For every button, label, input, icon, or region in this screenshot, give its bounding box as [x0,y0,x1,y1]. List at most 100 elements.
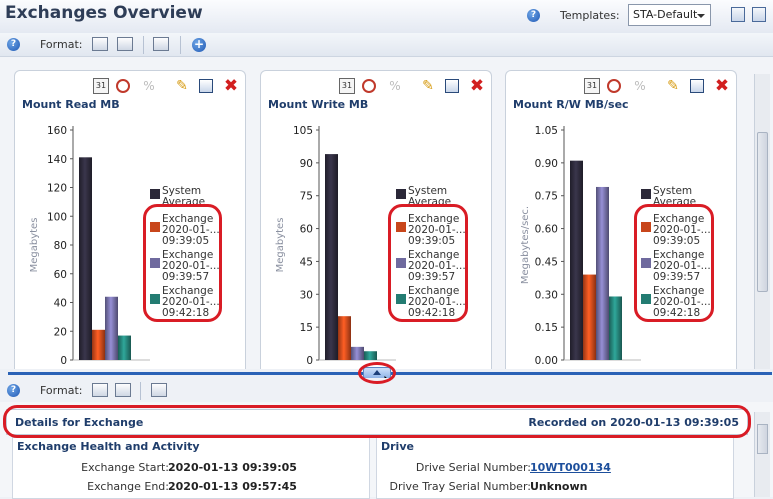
edit-icon[interactable]: ✎ [176,78,188,94]
y-tick-label: 20 [54,326,67,338]
clock-icon[interactable] [116,79,130,93]
bar[interactable] [92,329,105,360]
help-icon[interactable]: ? [7,38,20,51]
maximize-icon[interactable] [199,79,213,93]
y-tick-label: 0.00 [535,355,558,367]
legend-label: Exchange [408,213,459,225]
y-tick-label: 30 [300,289,313,301]
chart-panel-mount-read: 31% ✎ ✖ Mount Read MB Megabytes 0 20 40 60 80 100 1… [14,70,246,369]
calendar-icon[interactable]: 31 [584,78,600,94]
bar[interactable] [105,296,118,360]
legend-label: Exchange [653,285,704,297]
y-tick-label: 0.60 [535,224,558,236]
scrollbar-thumb[interactable] [757,424,768,454]
manage-template-icon[interactable] [752,7,766,22]
legend-label: Exchange [162,213,213,225]
list-view-icon[interactable] [92,383,108,397]
legend-label: 2020-01-... [408,260,466,272]
close-icon[interactable]: ✖ [223,76,239,96]
toolbar-divider [140,382,141,400]
legend-label: Exchange [162,249,213,261]
help-icon[interactable]: ? [7,384,20,397]
drive-serial-link[interactable]: 10WT000134 [530,461,611,474]
chevron-down-icon [697,14,705,18]
legend-swatch [641,222,651,232]
close-icon[interactable]: ✖ [469,76,485,96]
legend-swatch [150,222,160,232]
legend-label: 2020-01-... [408,296,466,308]
y-tick-label: 0.30 [535,289,558,301]
help-icon[interactable]: ? [527,9,540,22]
top-toolbar: ? Format: + [0,33,773,57]
legend-label: 2020-01-... [162,260,220,272]
bar[interactable] [609,296,622,360]
legend-label: 2020-01-... [653,296,711,308]
bar[interactable] [364,351,377,360]
maximize-icon[interactable] [445,79,459,93]
y-tick-label: 75 [300,191,313,203]
bar[interactable] [325,154,338,360]
print-icon[interactable] [153,37,169,51]
add-chart-icon[interactable]: + [192,37,206,52]
legend-label: 09:39:05 [162,235,209,247]
maximize-icon[interactable] [690,79,704,93]
legend-label: Exchange [653,213,704,225]
clock-icon[interactable] [362,79,376,93]
details-title: Details for Exchange [15,416,144,429]
grid-layout-icon[interactable] [92,37,108,51]
chart-panel-mount-rw: 31% ✎ ✖ Mount R/W MB/sec Megabytes/sec. 0.00 0… [505,70,737,369]
legend-swatch [641,294,651,304]
save-template-icon[interactable] [731,7,745,22]
percent-icon[interactable]: % [634,79,646,93]
template-select[interactable]: STA-Default [628,4,711,26]
y-tick-label: 60 [300,224,313,236]
chart-title: Mount Read MB [22,98,120,111]
compact-list-icon[interactable] [115,383,131,397]
scrollbar-thumb[interactable] [757,132,768,292]
recorded-timestamp: Recorded on 2020-01-13 09:39:05 [528,416,739,429]
exchange-end-label: Exchange End: [87,480,169,493]
edit-icon[interactable]: ✎ [422,78,434,94]
exchange-start-label: Exchange Start: [81,461,169,474]
legend-label: 09:42:18 [653,307,700,319]
calendar-icon[interactable]: 31 [93,78,109,94]
legend-label: 09:39:57 [653,271,700,283]
bar[interactable] [79,157,92,360]
legend-swatch [396,189,406,199]
y-tick-label: 120 [47,183,67,195]
bar[interactable] [351,346,364,360]
details-scrollbar[interactable] [754,412,770,497]
print-icon[interactable] [151,383,167,397]
dashboard-scrollbar[interactable] [754,74,770,369]
bar[interactable] [596,186,609,360]
legend-label: Average [408,196,451,208]
drive-tray-serial-value: Unknown [530,480,588,493]
legend-label: Exchange [408,249,459,261]
bar[interactable] [570,160,583,360]
close-icon[interactable]: ✖ [714,76,730,96]
single-layout-icon[interactable] [117,37,133,51]
bar[interactable] [583,274,596,360]
bar[interactable] [338,316,351,360]
y-tick-label: 105 [293,125,313,137]
legend-label: Exchange [653,249,704,261]
bar[interactable] [118,335,131,360]
y-tick-label: 0 [306,355,313,367]
templates-label: Templates: [560,9,620,22]
legend-label: System [162,185,201,197]
calendar-icon[interactable]: 31 [339,78,355,94]
legend-label: Exchange [162,285,213,297]
y-tick-label: 40 [54,298,67,310]
chart-title: Mount R/W MB/sec [513,98,629,111]
y-tick-label: 0.90 [535,158,558,170]
legend-label: 2020-01-... [162,296,220,308]
clock-icon[interactable] [607,79,621,93]
y-axis-label: Megabytes [275,218,286,273]
percent-icon[interactable]: % [389,79,401,93]
percent-icon[interactable]: % [143,79,155,93]
edit-icon[interactable]: ✎ [667,78,679,94]
chart-title: Mount Write MB [268,98,369,111]
legend-label: System [408,185,447,197]
exchange-end-value: 2020-01-13 09:57:45 [168,480,297,493]
